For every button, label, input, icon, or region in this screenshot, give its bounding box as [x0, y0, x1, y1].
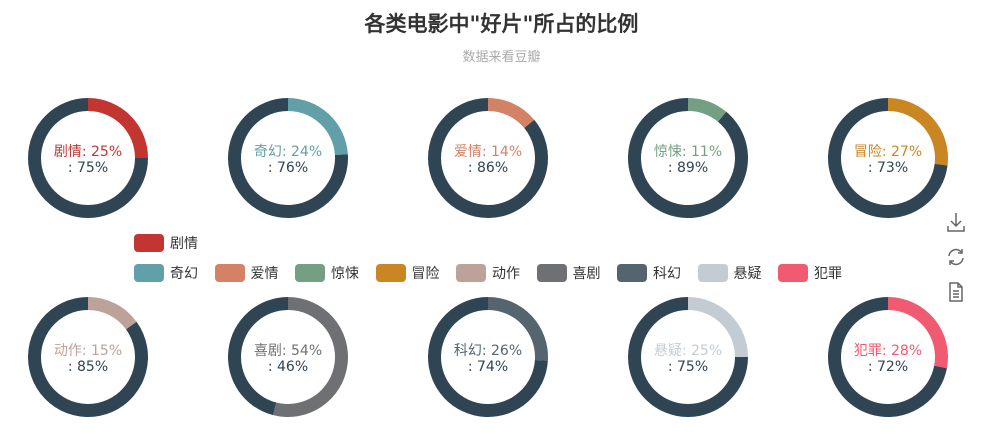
pie-4[interactable]: 冒险: 27%: 73%	[828, 98, 948, 219]
chart-title: 各类电影中"好片"所占的比例	[364, 12, 639, 36]
legend-swatch	[617, 264, 647, 282]
legend-swatch	[214, 264, 245, 282]
legend-swatch	[295, 264, 325, 282]
pie-label: 动作: 15%	[54, 343, 122, 359]
legend-swatch	[778, 264, 808, 282]
pie-2[interactable]: 爱情: 14%: 86%	[428, 98, 549, 219]
legend-label: 爱情	[250, 266, 279, 282]
legend-label: 喜剧	[572, 266, 601, 282]
pie-remainder-label: : 75%	[68, 160, 108, 176]
chart-subtitle: 数据来看豆瓣	[462, 50, 541, 65]
pie-slice-奇幻[interactable]	[288, 98, 348, 156]
legend-swatch	[536, 264, 567, 282]
pie-0[interactable]: 剧情: 25%: 75%	[28, 98, 148, 218]
legend-label: 科幻	[653, 266, 681, 282]
pie-label: 剧情: 25%	[54, 144, 122, 160]
legend-item-爱情[interactable]: 爱情	[214, 263, 279, 283]
legend-item-冒险[interactable]: 冒险	[375, 263, 440, 283]
legend-item-喜剧[interactable]: 喜剧	[536, 263, 601, 283]
pie-remainder-label: : 86%	[468, 160, 508, 176]
pie-label: 悬疑: 25%	[654, 343, 722, 359]
pie-slice-冒险[interactable]	[888, 98, 948, 166]
pie-slice-remainder[interactable]	[228, 297, 288, 416]
legend-label: 动作	[492, 266, 520, 282]
pie-label: 犯罪: 28%	[854, 343, 922, 359]
legend-label: 犯罪	[814, 266, 842, 282]
pie-remainder-label: : 74%	[468, 359, 508, 375]
pie-5[interactable]: 动作: 15%: 85%	[28, 297, 148, 418]
pie-8[interactable]: 悬疑: 25%: 75%	[628, 297, 748, 417]
pie-label: 科幻: 26%	[454, 343, 522, 359]
pie-slice-惊悚[interactable]	[688, 98, 727, 122]
download-icon[interactable]	[946, 211, 966, 233]
pie-label: 爱情: 14%	[454, 144, 522, 160]
data-view-icon[interactable]	[946, 281, 966, 303]
pie-3[interactable]: 惊悚: 11%: 89%	[628, 98, 748, 219]
pie-label: 喜剧: 54%	[254, 343, 322, 359]
legend-item-剧情[interactable]: 剧情	[134, 233, 198, 253]
legend-label: 悬疑	[733, 266, 762, 282]
legend-swatch	[456, 264, 486, 282]
legend-item-奇幻[interactable]: 奇幻	[134, 263, 198, 283]
pie-slice-犯罪[interactable]	[888, 297, 949, 369]
legend-swatch	[697, 264, 728, 282]
pie-9[interactable]: 犯罪: 28%: 72%	[828, 297, 949, 417]
pie-remainder-label: : 46%	[268, 359, 308, 375]
legend-item-科幻[interactable]: 科幻	[617, 263, 681, 283]
pie-slice-喜剧[interactable]	[273, 297, 349, 417]
legend-label: 惊悚	[331, 266, 359, 282]
refresh-icon[interactable]	[946, 246, 966, 268]
legend-swatch	[375, 264, 406, 282]
pie-remainder-label: : 75%	[668, 359, 708, 375]
pie-remainder-label: : 73%	[868, 160, 908, 176]
legend-item-犯罪[interactable]: 犯罪	[778, 263, 842, 283]
legend-label: 剧情	[170, 236, 198, 252]
pie-remainder-label: : 89%	[668, 160, 708, 176]
pie-slice-动作[interactable]	[88, 297, 137, 330]
legend-item-动作[interactable]: 动作	[456, 263, 520, 283]
legend-label: 奇幻	[170, 266, 198, 282]
legend-label: 冒险	[411, 266, 440, 282]
legend-swatch	[134, 264, 164, 282]
pie-slice-爱情[interactable]	[488, 98, 535, 129]
legend-item-惊悚[interactable]: 惊悚	[295, 263, 359, 283]
legend-item-悬疑[interactable]: 悬疑	[697, 263, 762, 283]
pie-6[interactable]: 喜剧: 54%: 46%	[228, 297, 349, 417]
pie-1[interactable]: 奇幻: 24%: 76%	[228, 98, 348, 218]
pie-slice-科幻[interactable]	[488, 297, 548, 361]
legend-swatch	[134, 234, 164, 252]
pie-remainder-label: : 72%	[868, 359, 908, 375]
pie-slice-剧情[interactable]	[88, 98, 148, 158]
pie-label: 奇幻: 24%	[254, 143, 322, 160]
pie-label: 冒险: 27%	[854, 144, 922, 160]
pie-label: 惊悚: 11%	[654, 144, 722, 160]
pie-remainder-label: : 76%	[268, 160, 308, 176]
pie-remainder-label: : 85%	[68, 359, 108, 375]
pie-slice-悬疑[interactable]	[688, 297, 748, 357]
pie-7[interactable]: 科幻: 26%: 74%	[428, 297, 548, 417]
